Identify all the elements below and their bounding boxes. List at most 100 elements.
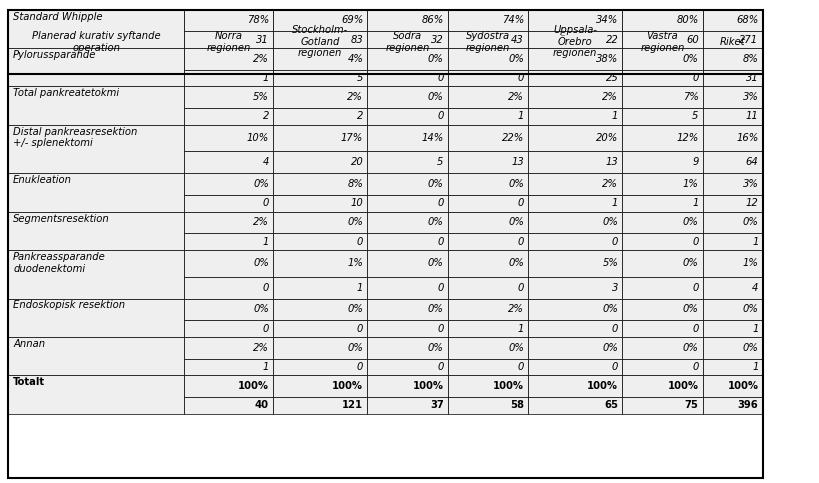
Text: 100%: 100% bbox=[412, 381, 443, 391]
Text: 0: 0 bbox=[517, 362, 523, 372]
Bar bbox=[273, 277, 367, 298]
Text: 0%: 0% bbox=[508, 179, 523, 189]
Bar bbox=[8, 10, 184, 48]
Text: 0%: 0% bbox=[742, 217, 758, 227]
Bar bbox=[702, 48, 762, 70]
Text: 0: 0 bbox=[611, 324, 618, 334]
Text: 1: 1 bbox=[356, 283, 363, 293]
Text: Södra
regionen: Södra regionen bbox=[385, 31, 429, 53]
Bar bbox=[527, 358, 622, 375]
Text: 5: 5 bbox=[356, 73, 363, 83]
Text: 1%: 1% bbox=[682, 179, 698, 189]
Bar bbox=[367, 358, 447, 375]
Text: 31: 31 bbox=[256, 35, 269, 44]
Text: 65: 65 bbox=[604, 400, 618, 411]
Bar bbox=[273, 298, 367, 320]
Bar bbox=[8, 212, 184, 250]
Text: 0%: 0% bbox=[428, 343, 443, 353]
Bar bbox=[367, 337, 447, 358]
Text: Stockholm-
Gotland
regionen: Stockholm- Gotland regionen bbox=[292, 25, 348, 58]
Bar bbox=[367, 152, 447, 173]
Bar bbox=[702, 358, 762, 375]
Text: 0%: 0% bbox=[347, 217, 363, 227]
Text: 9: 9 bbox=[691, 157, 698, 168]
Text: 80%: 80% bbox=[676, 15, 698, 26]
Bar bbox=[527, 152, 622, 173]
Bar bbox=[184, 277, 273, 298]
Bar bbox=[184, 195, 273, 212]
Bar bbox=[367, 195, 447, 212]
Text: 75: 75 bbox=[684, 400, 698, 411]
Text: 1: 1 bbox=[517, 112, 523, 121]
Text: 2: 2 bbox=[356, 112, 363, 121]
Bar bbox=[273, 250, 367, 277]
Text: 396: 396 bbox=[737, 400, 758, 411]
Bar bbox=[702, 320, 762, 337]
Bar bbox=[622, 10, 702, 74]
Bar bbox=[702, 10, 762, 31]
Bar bbox=[622, 86, 702, 108]
Text: 0: 0 bbox=[356, 362, 363, 372]
Bar bbox=[702, 86, 762, 108]
Text: 0%: 0% bbox=[682, 343, 698, 353]
Text: 0: 0 bbox=[437, 112, 443, 121]
Text: Planerad kurativ syftande
operation: Planerad kurativ syftande operation bbox=[32, 31, 161, 53]
Bar bbox=[527, 10, 622, 74]
Bar bbox=[184, 152, 273, 173]
Bar bbox=[622, 10, 702, 31]
Bar bbox=[527, 48, 622, 70]
Text: 11: 11 bbox=[744, 112, 758, 121]
Text: 0%: 0% bbox=[742, 304, 758, 314]
Text: 0%: 0% bbox=[253, 179, 269, 189]
Text: 0: 0 bbox=[437, 199, 443, 208]
Text: 2%: 2% bbox=[602, 179, 618, 189]
Text: 83: 83 bbox=[350, 35, 363, 44]
Bar bbox=[184, 233, 273, 250]
Text: 17%: 17% bbox=[341, 133, 363, 143]
Text: 32: 32 bbox=[430, 35, 443, 44]
Text: 69%: 69% bbox=[341, 15, 363, 26]
Text: 0%: 0% bbox=[682, 217, 698, 227]
Text: 1: 1 bbox=[262, 362, 269, 372]
Bar bbox=[184, 125, 273, 152]
Bar bbox=[367, 397, 447, 414]
Text: 68%: 68% bbox=[735, 15, 758, 26]
Text: 58: 58 bbox=[509, 400, 523, 411]
Bar bbox=[447, 212, 527, 233]
Text: 121: 121 bbox=[342, 400, 363, 411]
Bar bbox=[184, 86, 273, 108]
Text: 0%: 0% bbox=[428, 304, 443, 314]
Bar bbox=[622, 152, 702, 173]
Bar bbox=[184, 397, 273, 414]
Text: 43: 43 bbox=[510, 35, 523, 44]
Bar bbox=[367, 173, 447, 195]
Text: 4%: 4% bbox=[347, 54, 363, 64]
Text: 0: 0 bbox=[691, 362, 698, 372]
Bar bbox=[702, 250, 762, 277]
Bar bbox=[702, 212, 762, 233]
Bar bbox=[527, 10, 622, 31]
Bar bbox=[184, 358, 273, 375]
Text: 1: 1 bbox=[691, 199, 698, 208]
Text: 0%: 0% bbox=[508, 54, 523, 64]
Bar bbox=[273, 375, 367, 397]
Bar bbox=[8, 298, 184, 337]
Bar bbox=[8, 250, 184, 298]
Bar bbox=[527, 108, 622, 125]
Bar bbox=[622, 375, 702, 397]
Text: 0%: 0% bbox=[602, 343, 618, 353]
Bar bbox=[527, 337, 622, 358]
Bar bbox=[622, 31, 702, 48]
Bar bbox=[527, 195, 622, 212]
Text: 0%: 0% bbox=[602, 217, 618, 227]
Text: 60: 60 bbox=[685, 35, 698, 44]
Text: Total pankreatetokmi: Total pankreatetokmi bbox=[13, 88, 119, 99]
Bar bbox=[184, 10, 273, 31]
Bar bbox=[273, 212, 367, 233]
Bar bbox=[702, 195, 762, 212]
Text: 1: 1 bbox=[262, 73, 269, 83]
Text: 64: 64 bbox=[744, 157, 758, 168]
Bar bbox=[622, 337, 702, 358]
Text: 5%: 5% bbox=[602, 258, 618, 269]
Bar bbox=[367, 86, 447, 108]
